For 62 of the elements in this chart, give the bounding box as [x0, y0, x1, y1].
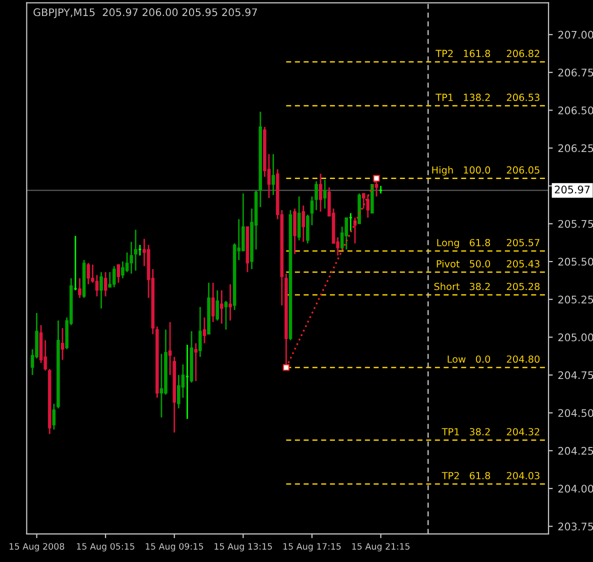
candlestick	[216, 290, 219, 322]
candlestick	[310, 196, 314, 226]
candlestick	[60, 327, 64, 361]
candlestick	[104, 271, 108, 298]
candlestick	[125, 252, 129, 273]
y-tick-label: 205.50	[558, 258, 593, 266]
candlestick	[160, 353, 164, 418]
y-tick-label: 206.25	[558, 144, 593, 152]
candlestick	[211, 282, 215, 323]
ref-line-label: Long 61.8 205.57	[437, 238, 540, 248]
candlestick	[168, 321, 172, 376]
candlestick	[344, 216, 348, 250]
candlestick	[116, 264, 120, 284]
candlestick	[314, 180, 318, 211]
ref-line-label: TP2 61.8 204.03	[442, 472, 540, 480]
y-tick-label: 207.00	[558, 30, 593, 39]
ref-line-label: High 100.0 206.05	[432, 166, 540, 176]
x-tick-label: 15 Aug 17:15	[283, 543, 341, 552]
y-tick-label: 205.25	[558, 296, 593, 304]
ref-line-label: 205.97	[554, 186, 590, 194]
candlestick	[220, 290, 224, 324]
candlestick	[100, 271, 103, 310]
candlestick	[202, 316, 206, 344]
candlestick	[228, 284, 232, 322]
candlestick	[130, 241, 133, 274]
candlestick	[177, 374, 180, 410]
candlestick	[272, 153, 275, 196]
candlestick	[95, 274, 99, 298]
y-tick-label: 205.00	[558, 333, 593, 342]
candlestick	[78, 277, 82, 299]
y-tick-label: 204.75	[558, 371, 593, 380]
candlestick	[362, 192, 366, 210]
candlestick	[302, 204, 306, 243]
ref-line-label: Low 0.0 204.80	[448, 355, 540, 363]
x-tick-label: 15 Aug 2008	[10, 543, 64, 552]
ref-line-label: TP1 138.2 206.53	[436, 94, 540, 102]
ref-line-label: TP2 161.8 206.82	[436, 50, 540, 58]
ref-line-label: Pivot 50.0 205.43	[436, 260, 540, 268]
y-tick-label: 204.00	[558, 484, 593, 493]
y-tick-label: 206.50	[558, 106, 593, 114]
chart-title: GBPJPY,M15 205.97 206.00 205.95 205.97	[34, 8, 257, 18]
ref-line-label: Short 38.2 205.28	[434, 282, 540, 290]
candlestick	[366, 194, 370, 218]
candlestick	[52, 403, 56, 430]
candlestick	[134, 229, 138, 272]
y-tick-label: 204.50	[558, 409, 593, 417]
candlestick	[198, 306, 202, 358]
y-tick-label: 203.75	[558, 522, 593, 530]
ref-line-label: TP1 38.2 204.32	[442, 428, 540, 436]
candlestick	[121, 260, 124, 279]
candlestick	[112, 265, 116, 288]
x-tick-label: 15 Aug 21:15	[352, 543, 410, 552]
candlestick	[224, 300, 228, 330]
x-tick-label: 15 Aug 09:15	[146, 543, 204, 552]
y-tick-label: 205.75	[558, 220, 593, 228]
candlestick	[194, 342, 198, 382]
y-tick-label: 204.25	[558, 446, 593, 455]
candlestick	[323, 179, 327, 210]
y-tick-label: 206.75	[558, 68, 593, 77]
candlestick	[318, 173, 322, 212]
x-tick-label: 15 Aug 05:15	[76, 543, 134, 552]
x-tick-label: 15 Aug 13:15	[214, 543, 272, 552]
